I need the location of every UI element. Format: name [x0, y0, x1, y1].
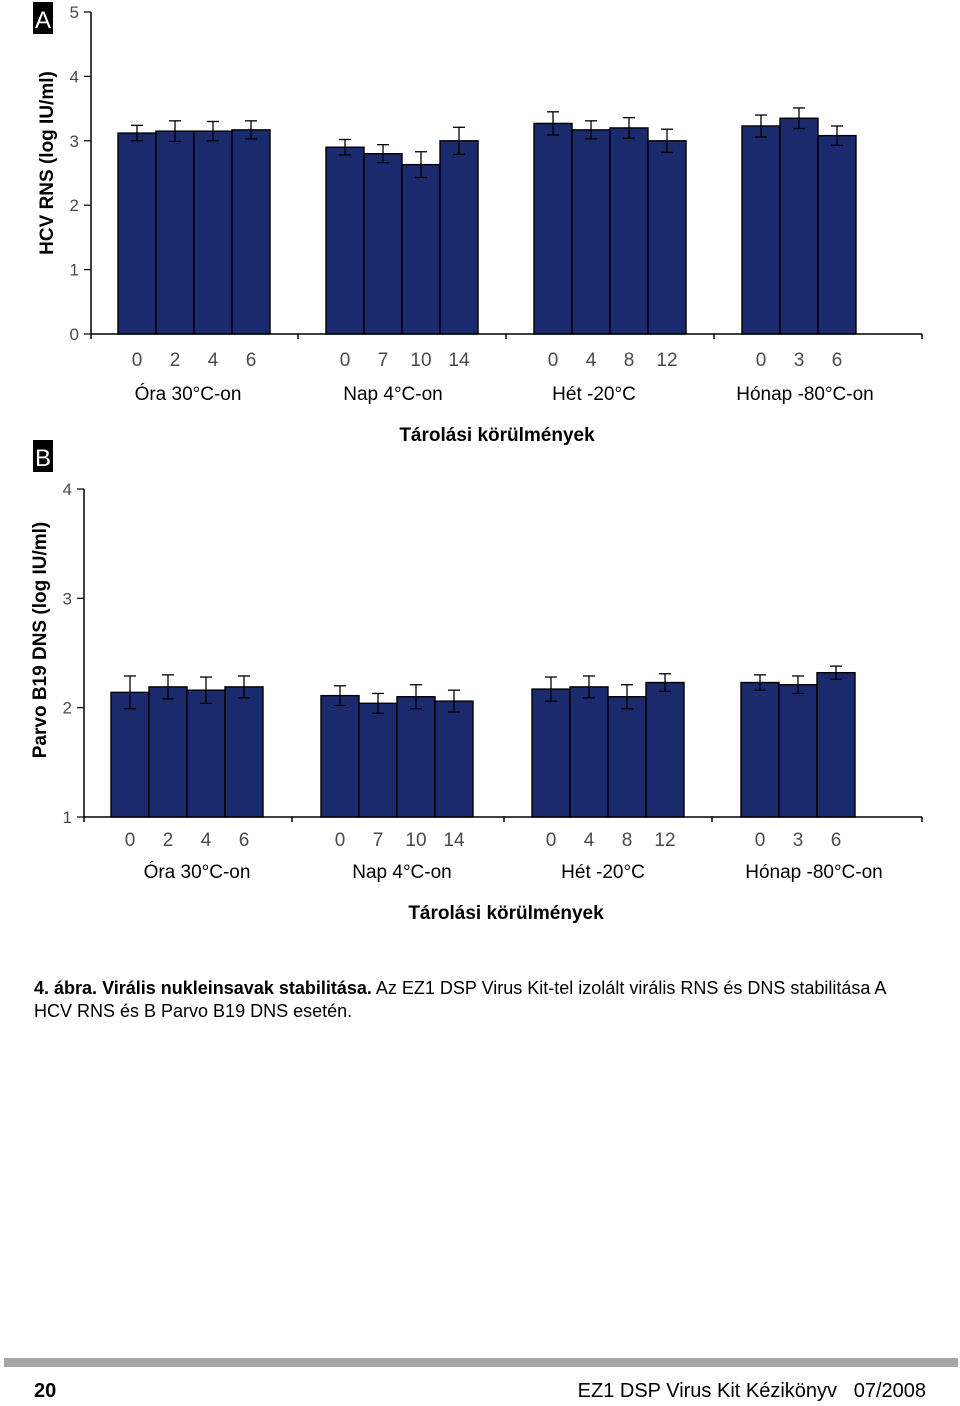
x-tick-label: 3 [793, 830, 804, 851]
data-bar [117, 132, 157, 335]
y-tick-label: 4 [63, 480, 72, 499]
footer-title: EZ1 DSP Virus Kit Kézikönyv 07/2008 [577, 1380, 926, 1402]
data-bar [779, 117, 819, 335]
y-tick-label: 2 [63, 699, 72, 718]
x-tick-label: 0 [335, 830, 346, 851]
x-axis-label: Tárolási körülmények [399, 425, 595, 446]
data-bar [401, 163, 441, 335]
x-tick-label: 10 [405, 830, 426, 851]
group-label: Óra 30°C-on [135, 383, 242, 405]
panel-label-box [33, 440, 53, 472]
x-tick-label: 7 [378, 350, 389, 371]
y-tick-label: 4 [70, 67, 79, 86]
data-bar [396, 696, 436, 818]
x-tick-label: 6 [832, 350, 843, 371]
x-tick-label: 8 [624, 350, 635, 371]
x-tick-label: 0 [340, 350, 351, 371]
group-label: Óra 30°C-on [144, 861, 251, 883]
caption-title: Virális nukleinsavak stabilitása. [102, 978, 372, 998]
caption-text: Az EZ1 DSP Virus Kit-tel izolált virális… [34, 978, 886, 1021]
x-tick-label: 12 [656, 350, 677, 371]
y-tick-label: 2 [70, 196, 79, 215]
y-tick-label: 0 [70, 325, 79, 344]
x-tick-label: 4 [201, 830, 212, 851]
x-tick-label: 2 [163, 830, 174, 851]
y-tick-label: 3 [70, 132, 79, 151]
data-bar [186, 689, 226, 818]
x-tick-label: 0 [548, 350, 559, 371]
x-tick-label: 8 [622, 830, 633, 851]
data-bar [778, 684, 818, 818]
x-tick-label: 6 [246, 350, 257, 371]
figure-caption: 4. ábra. Virális nukleinsavak stabilitás… [34, 977, 924, 1023]
group-label: Hónap -80°C-on [736, 384, 874, 405]
x-tick-label: 4 [208, 350, 219, 371]
data-bar [325, 146, 365, 335]
data-bar [193, 130, 233, 335]
x-tick-label: 12 [654, 830, 675, 851]
x-tick-label: 7 [373, 830, 384, 851]
x-tick-label: 0 [546, 830, 557, 851]
data-bar [531, 688, 571, 818]
x-tick-label: 3 [794, 350, 805, 371]
y-tick-label: 1 [63, 808, 72, 827]
panel-label: A [35, 7, 51, 34]
data-bar [231, 129, 271, 335]
x-tick-label: 14 [443, 830, 465, 851]
data-bar [816, 671, 856, 818]
data-bar [434, 700, 474, 818]
data-bar [817, 134, 857, 335]
data-bar [741, 125, 781, 335]
data-bar [533, 122, 573, 335]
data-bar [363, 152, 403, 335]
group-label: Hét -20°C [552, 384, 636, 405]
data-bar [569, 686, 609, 818]
data-bar [609, 127, 649, 335]
data-bar [439, 140, 479, 335]
x-tick-label: 10 [410, 350, 431, 371]
x-tick-label: 6 [831, 830, 842, 851]
x-tick-label: 0 [125, 830, 136, 851]
x-tick-label: 0 [756, 350, 767, 371]
group-label: Nap 4°C-on [352, 862, 451, 883]
data-bar [607, 696, 647, 818]
footer-rule [4, 1358, 958, 1367]
group-label: Hónap -80°C-on [745, 862, 883, 883]
data-bar [155, 130, 195, 335]
x-tick-label: 2 [170, 350, 181, 371]
data-bar [224, 686, 264, 818]
y-tick-label: 5 [70, 3, 79, 22]
x-tick-label: 4 [584, 830, 595, 851]
x-tick-label: 14 [448, 350, 470, 371]
x-tick-label: 0 [755, 830, 766, 851]
data-bar [358, 702, 398, 818]
group-label: Hét -20°C [561, 862, 645, 883]
y-tick-label: 1 [70, 261, 79, 280]
data-bar [148, 686, 188, 818]
caption-number: 4. ábra. [34, 978, 98, 998]
y-axis-label: Parvo B19 DNS (log IU/ml) [30, 522, 51, 759]
x-tick-label: 4 [586, 350, 597, 371]
x-axis-label: Tárolási körülmények [408, 903, 604, 924]
y-tick-label: 3 [63, 589, 72, 608]
y-axis-label: HCV RNS (log IU/ml) [37, 71, 58, 255]
panel-label-box [33, 2, 53, 34]
data-bar [647, 140, 687, 335]
panel-label: B [35, 445, 51, 472]
data-bar [740, 681, 780, 818]
data-bar [110, 691, 150, 818]
data-bar [645, 681, 685, 818]
group-label: Nap 4°C-on [343, 384, 442, 405]
x-tick-label: 6 [239, 830, 250, 851]
page-number: 20 [34, 1380, 57, 1402]
data-bar [571, 129, 611, 335]
x-tick-label: 0 [132, 350, 143, 371]
data-bar [320, 694, 360, 818]
